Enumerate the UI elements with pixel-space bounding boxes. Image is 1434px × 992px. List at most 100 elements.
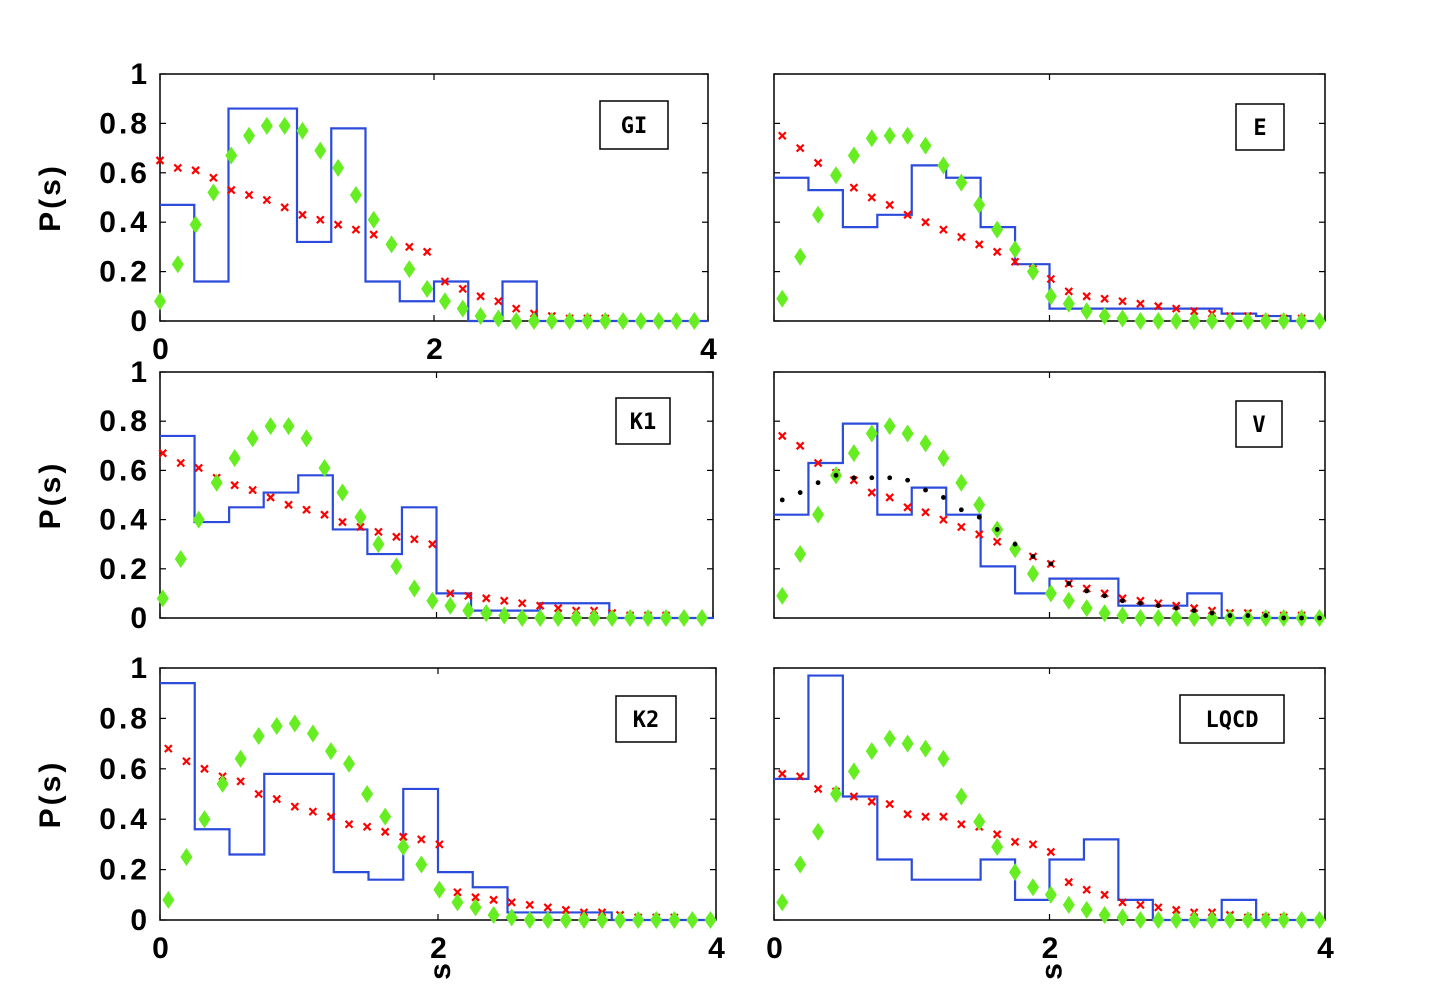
data-point-cross <box>471 893 480 902</box>
y-tick-label: 0 <box>130 602 150 635</box>
data-point-diamond <box>847 762 860 781</box>
data-point-cross <box>1046 274 1056 284</box>
data-point-diamond <box>559 911 572 929</box>
data-point-diamond <box>545 312 558 330</box>
data-point-cross <box>1154 903 1163 912</box>
y-axis-label: P(s) <box>34 760 67 829</box>
data-point-cross <box>885 799 894 809</box>
data-point-diamond <box>403 260 416 279</box>
data-point-cross <box>338 517 347 527</box>
data-point-cross <box>326 812 336 821</box>
data-point-diamond <box>1241 312 1254 330</box>
data-point-diamond <box>686 911 699 929</box>
data-point-diamond <box>1080 599 1093 618</box>
data-point-diamond <box>794 545 807 564</box>
data-point-diamond <box>581 312 594 330</box>
data-point-cross <box>553 603 563 613</box>
data-point-diamond <box>1277 911 1290 929</box>
data-point-cross <box>435 840 444 849</box>
data-point-diamond <box>794 247 807 266</box>
data-point-cross <box>316 215 325 225</box>
data-point-diamond <box>599 312 612 330</box>
histogram-step-line <box>160 434 713 620</box>
data-point-diamond <box>883 126 896 145</box>
data-point-diamond <box>408 579 421 598</box>
data-point-diamond <box>252 727 265 746</box>
data-point-cross <box>507 898 516 907</box>
data-point-diamond <box>1152 312 1165 330</box>
y-tick-label: 1 <box>130 652 150 685</box>
data-point-diamond <box>937 449 950 468</box>
data-point-cross <box>380 827 390 837</box>
data-point-cross <box>1082 885 1091 895</box>
data-point-cross <box>362 822 372 832</box>
data-point-cross <box>417 835 426 844</box>
data-point-diamond <box>433 880 446 899</box>
data-point-diamond <box>296 121 309 140</box>
y-tick-label: 0.2 <box>99 256 150 289</box>
x-tick-label: 0 <box>766 932 786 965</box>
data-point-diamond <box>361 785 374 803</box>
data-point-cross <box>266 493 275 502</box>
data-point-dot <box>851 475 857 481</box>
data-point-cross <box>284 500 293 510</box>
data-point-diamond <box>991 220 1004 239</box>
series-green-diamond <box>162 714 717 929</box>
panel-e: E <box>773 73 1326 330</box>
panel-k2: 0 0.2 0.4 0.6 0.8 1 0 2 4 P(s) s K2 <box>34 652 728 980</box>
data-point-dot <box>905 477 911 483</box>
y-tick-label: 0.4 <box>99 803 150 836</box>
data-point-diamond <box>829 166 842 185</box>
data-point-diamond <box>1062 591 1075 610</box>
data-point-diamond <box>324 742 337 761</box>
data-point-diamond <box>474 307 487 326</box>
data-point-cross <box>333 220 343 229</box>
data-point-diamond <box>516 609 529 627</box>
data-point-diamond <box>955 473 968 492</box>
data-point-dot <box>1120 598 1125 604</box>
data-point-cross <box>849 183 859 192</box>
data-point-diamond <box>1188 911 1201 929</box>
data-point-cross <box>1010 837 1020 847</box>
data-point-diamond <box>462 601 475 620</box>
data-point-cross <box>453 888 462 897</box>
y-tick-label: 0.6 <box>99 753 150 786</box>
data-point-diamond <box>847 146 860 165</box>
y-tick-label: 1 <box>130 356 150 389</box>
data-point-cross <box>158 448 168 458</box>
data-point-diamond <box>847 444 860 463</box>
data-point-diamond <box>1062 895 1075 914</box>
data-point-diamond <box>260 116 273 135</box>
y-tick-label: 0.2 <box>99 854 150 887</box>
legend-label: V <box>1252 413 1265 438</box>
data-point-diamond <box>919 434 932 453</box>
data-point-cross <box>561 905 571 915</box>
data-point-cross <box>191 166 200 175</box>
data-point-diamond <box>444 596 457 615</box>
data-point-diamond <box>1026 564 1039 583</box>
x-tick-label: 4 <box>708 932 728 965</box>
data-point-dot <box>797 490 803 495</box>
data-point-diamond <box>1116 908 1129 927</box>
y-tick-label: 0 <box>130 904 150 937</box>
data-point-cross <box>1189 306 1199 316</box>
data-point-cross <box>428 539 437 549</box>
data-point-diamond <box>973 195 986 214</box>
data-point-diamond <box>207 183 220 202</box>
data-point-cross <box>173 163 183 173</box>
data-point-cross <box>885 200 894 210</box>
data-point-diamond <box>919 136 932 155</box>
series-green-diamond <box>156 417 708 627</box>
data-point-diamond <box>528 312 541 330</box>
y-tick-label: 0.8 <box>99 405 150 438</box>
y-tick-label: 0.8 <box>99 107 150 140</box>
data-point-cross <box>957 232 966 242</box>
data-point-diamond <box>1062 294 1075 313</box>
data-point-diamond <box>973 495 986 514</box>
histogram-step-line <box>160 107 708 323</box>
data-point-diamond <box>451 893 464 912</box>
series-histogram <box>160 682 716 922</box>
data-point-diamond <box>438 292 451 311</box>
data-point-cross <box>280 203 289 212</box>
data-point-diamond <box>695 609 708 627</box>
